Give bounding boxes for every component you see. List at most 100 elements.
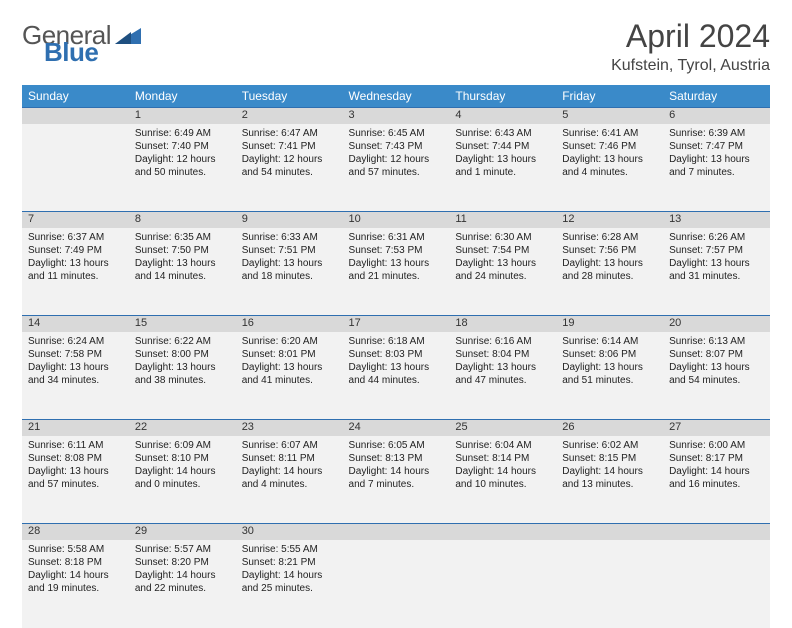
sunrise-line: Sunrise: 6:30 AM [455,231,550,244]
day-cell: Sunrise: 6:09 AMSunset: 8:10 PMDaylight:… [129,436,236,524]
day-number: 16 [236,316,343,332]
day-cell: Sunrise: 6:24 AMSunset: 7:58 PMDaylight:… [22,332,129,420]
day-cell: Sunrise: 6:00 AMSunset: 8:17 PMDaylight:… [663,436,770,524]
daylight-line: Daylight: 13 hours and 54 minutes. [669,361,764,387]
day-number [663,524,770,540]
sunrise-line: Sunrise: 5:57 AM [135,543,230,556]
sunset-line: Sunset: 7:44 PM [455,140,550,153]
sunrise-line: Sunrise: 6:07 AM [242,439,337,452]
sunset-line: Sunset: 8:07 PM [669,348,764,361]
sunset-line: Sunset: 7:57 PM [669,244,764,257]
sunrise-line: Sunrise: 6:00 AM [669,439,764,452]
sunset-line: Sunset: 7:51 PM [242,244,337,257]
day-cell [22,124,129,212]
day-cell: Sunrise: 6:22 AMSunset: 8:00 PMDaylight:… [129,332,236,420]
daylight-line: Daylight: 14 hours and 22 minutes. [135,569,230,595]
day-content-row: Sunrise: 6:24 AMSunset: 7:58 PM Daylight:… [22,332,770,420]
sunrise-line: Sunrise: 6:04 AM [455,439,550,452]
sunset-line: Sunset: 8:03 PM [349,348,444,361]
day-header: Tuesday [236,85,343,108]
sunset-line: Sunset: 7:40 PM [135,140,230,153]
sunrise-line: Sunrise: 6:20 AM [242,335,337,348]
day-number: 25 [449,420,556,436]
day-number-row: 14151617181920 [22,316,770,332]
sunset-line: Sunset: 8:06 PM [562,348,657,361]
day-cell: Sunrise: 6:28 AMSunset: 7:56 PMDaylight:… [556,228,663,316]
day-number: 2 [236,108,343,124]
day-header: Sunday [22,85,129,108]
day-cell [343,540,450,628]
day-number: 14 [22,316,129,332]
sunset-line: Sunset: 8:01 PM [242,348,337,361]
day-cell: Sunrise: 6:04 AMSunset: 8:14 PMDaylight:… [449,436,556,524]
daylight-line: Daylight: 14 hours and 19 minutes. [28,569,123,595]
day-number: 11 [449,212,556,228]
daylight-line: Daylight: 12 hours and 57 minutes. [349,153,444,179]
day-number: 28 [22,524,129,540]
daylight-line: Daylight: 13 hours and 11 minutes. [28,257,123,283]
day-cell: Sunrise: 6:16 AMSunset: 8:04 PMDaylight:… [449,332,556,420]
day-header: Monday [129,85,236,108]
day-cell: Sunrise: 6:20 AMSunset: 8:01 PMDaylight:… [236,332,343,420]
day-header-row: Sunday Monday Tuesday Wednesday Thursday… [22,85,770,108]
day-number: 18 [449,316,556,332]
day-number-row: 282930 [22,524,770,540]
day-number: 26 [556,420,663,436]
day-number [449,524,556,540]
sunset-line: Sunset: 7:53 PM [349,244,444,257]
page: General Blue April 2024 Kufstein, Tyrol,… [0,0,792,612]
sunset-line: Sunset: 7:46 PM [562,140,657,153]
sunset-line: Sunset: 8:10 PM [135,452,230,465]
day-cell [449,540,556,628]
day-content-row: Sunrise: 6:37 AMSunset: 7:49 PMDaylight:… [22,228,770,316]
day-cell: Sunrise: 6:41 AMSunset: 7:46 PMDaylight:… [556,124,663,212]
day-cell [556,540,663,628]
day-number: 21 [22,420,129,436]
daylight-line: Daylight: 13 hours and 51 minutes. [562,361,657,387]
day-cell: Sunrise: 6:45 AMSunset: 7:43 PMDaylight:… [343,124,450,212]
sunrise-line: Sunrise: 6:05 AM [349,439,444,452]
sunset-line: Sunset: 8:21 PM [242,556,337,569]
sunrise-line: Sunrise: 6:02 AM [562,439,657,452]
daylight-line: Daylight: 13 hours and 57 minutes. [28,465,123,491]
day-cell: Sunrise: 6:05 AMSunset: 8:13 PMDaylight:… [343,436,450,524]
sunrise-line: Sunrise: 6:45 AM [349,127,444,140]
sunrise-line: Sunrise: 6:35 AM [135,231,230,244]
calendar-table: Sunday Monday Tuesday Wednesday Thursday… [22,85,770,628]
daylight-line: Daylight: 13 hours and 44 minutes. [349,361,444,387]
daylight-line: Daylight: 13 hours and 21 minutes. [349,257,444,283]
day-number [556,524,663,540]
daylight-line: Daylight: 13 hours and 28 minutes. [562,257,657,283]
day-cell: Sunrise: 6:30 AMSunset: 7:54 PMDaylight:… [449,228,556,316]
day-number-row: 21222324252627 [22,420,770,436]
sunrise-line: Sunrise: 6:33 AM [242,231,337,244]
sunrise-line: Sunrise: 6:43 AM [455,127,550,140]
sunset-line: Sunset: 8:14 PM [455,452,550,465]
day-number: 29 [129,524,236,540]
day-cell: Sunrise: 6:43 AMSunset: 7:44 PMDaylight:… [449,124,556,212]
sunrise-line: Sunrise: 6:37 AM [28,231,123,244]
day-content-row: Sunrise: 6:11 AMSunset: 8:08 PMDaylight:… [22,436,770,524]
sunrise-line: Sunrise: 6:47 AM [242,127,337,140]
title-block: April 2024 Kufstein, Tyrol, Austria [611,18,770,75]
day-cell: Sunrise: 6:26 AMSunset: 7:57 PMDaylight:… [663,228,770,316]
sunrise-line: Sunrise: 6:13 AM [669,335,764,348]
sunset-line: Sunset: 7:41 PM [242,140,337,153]
day-number: 5 [556,108,663,124]
daylight-line: Daylight: 13 hours and 1 minute. [455,153,550,179]
sunrise-line: Sunrise: 6:24 AM [28,335,123,348]
day-number: 1 [129,108,236,124]
day-number: 15 [129,316,236,332]
day-cell: Sunrise: 6:14 AMSunset: 8:06 PMDaylight:… [556,332,663,420]
daylight-line: Daylight: 13 hours and 4 minutes. [562,153,657,179]
sunset-line: Sunset: 8:13 PM [349,452,444,465]
sunset-line: Sunset: 7:58 PM [28,348,123,361]
sunrise-line: Sunrise: 5:58 AM [28,543,123,556]
day-cell: Sunrise: 6:39 AMSunset: 7:47 PMDaylight:… [663,124,770,212]
day-cell: Sunrise: 6:02 AMSunset: 8:15 PMDaylight:… [556,436,663,524]
daylight-line: Daylight: 14 hours and 10 minutes. [455,465,550,491]
sunset-line: Sunset: 8:18 PM [28,556,123,569]
page-subtitle: Kufstein, Tyrol, Austria [611,57,770,75]
daylight-line: Daylight: 13 hours and 31 minutes. [669,257,764,283]
day-cell: Sunrise: 5:57 AMSunset: 8:20 PMDaylight:… [129,540,236,628]
